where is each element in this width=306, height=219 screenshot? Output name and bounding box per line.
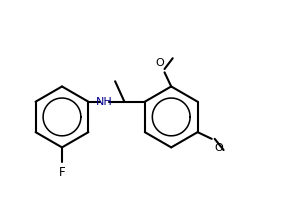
Text: O: O (215, 143, 223, 153)
Text: O: O (155, 58, 164, 68)
Text: F: F (59, 166, 65, 179)
Text: NH: NH (95, 97, 112, 107)
